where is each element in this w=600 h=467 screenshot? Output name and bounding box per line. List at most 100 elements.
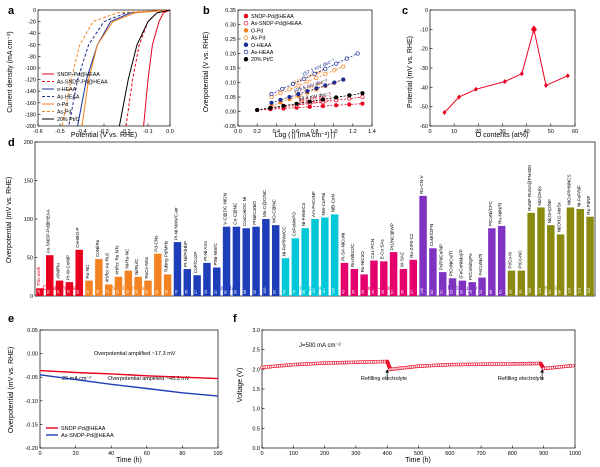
panel-c-ytick-label: -30 [420,66,428,72]
panel-d-bar-label: Pt/CoNiSyPe [468,253,473,280]
panel-d-bar-label: NiB-CoN [331,194,336,212]
panel-a-xlabel: Potential (V vs. RHE) [71,132,137,139]
panel-c-xtick-label: 60 [572,129,578,135]
panel-d-bar-label: CeHBO-P [75,227,80,247]
panel-d-bar-value: 33 [509,290,513,294]
panel-b-data-point [332,68,337,73]
panel-f-xtick-label: 800 [508,451,517,457]
panel-d-bar-value: 10 [37,290,41,294]
panel-b-data-point [320,104,325,109]
panel-b-data-point [323,72,328,77]
panel-a-xtick-label: -0.3 [99,129,108,135]
panel-d-group-label: Hybrid [541,285,560,292]
panel-d-bar-label: Pt/Co-N [507,252,512,268]
panel-d-group-label: Metallurgy [447,285,478,292]
panel-d-bar [213,267,221,296]
panel-d-bar-value: 100 [263,288,267,294]
plots-layer: -0.6 -0.5 -0.4 -0.3 -0.2 -0.1 0.00-20-40-60-80… [24,8,596,457]
panel-e-annotation-1: Overpotential amplified ~17.3 mV [94,351,176,357]
panel-d-bar-label: RuNP-RuSA@FN-800 [527,165,532,211]
panel-e-xtick-label: 40 [108,451,114,457]
panel-d-bar-value: 108 [528,288,532,294]
panel-d-bar-value: 103 [587,288,591,294]
panel-b-data-point [355,51,360,56]
panel-b-xtick-label: 0.0 [234,129,242,135]
panel-d-bar-label: Am-FeCoNF [311,191,316,217]
panel-d-bar [222,226,231,296]
panel-d-bar-value: 35 [400,290,404,294]
panel-d-bar [134,276,142,296]
panel-d-bar [154,253,162,296]
panel-b-data-point [268,105,273,110]
panel-c-frame [429,9,576,127]
panel-d-bar [252,226,260,296]
panel-d-bar-label: (FeCoNiMo)/P [458,249,463,278]
panel-d-bar-label: NiCoP/HNNCS [566,174,571,205]
panel-d-bar-label: Mo-C@C/NC [262,189,267,217]
panel-d-bar-value: 43 [204,290,208,294]
panel-d-bar-label: 4H/fcc Ru NTs [114,245,119,275]
panel-d-bar-value: 18 [469,290,473,294]
panel-d-bar-value: 70 [175,290,179,294]
panel-d-bar [497,225,506,296]
panel-c-xtick-label: 40 [524,129,530,135]
panel-d-bar-label: AlNi/Ru [56,263,61,279]
panel-d-bar [193,275,201,296]
panel-d-bar-label: Ru-NbS2/C [350,243,355,267]
panel-b-data-point [269,92,274,97]
panel-b-data-point [323,66,328,71]
panel-d-bar-value: 53 [47,290,51,294]
panel-a-xtick-label: 0.0 [166,129,174,135]
panel-d-bar [203,262,211,296]
panel-d-bar-value: 25 [116,290,120,294]
panel-b-data-point [334,95,339,100]
panel-d-bar-label: Pt-Ni NWs/C-air [174,207,179,240]
panel-d-bar-value: 106 [332,288,336,294]
panel-e-ylabel: Overpotential (mV vs. RHE) [8,347,15,433]
panel-c-series-line [444,29,569,113]
panel-a-legend-label: As-Pd [57,110,71,116]
panel-d-bar-value: 45 [381,290,385,294]
panel-a-series-line [61,9,171,127]
panel-b-legend-label: O-HEAA [251,43,272,49]
panel-a-ytick-label: -180 [25,112,36,118]
panel-d-bar-label: PtNi-NW/C [213,242,218,265]
panel-d-bar-value: 46 [371,290,375,294]
panel-d-bar-label: Ru-PdNF [586,195,591,214]
panel-d-bar-label: Pt-W-CoNiP [65,255,70,280]
panel-c-ytick-label: -50 [420,105,428,111]
panel-d-ytick-label: 200 [24,140,33,146]
panel-b-slope-label: 53.3 mV dec⁻¹ [298,91,331,102]
panel-e-legend-label: SNDP-Pd@HEAA [61,426,106,432]
panel-d-bar [576,208,584,296]
panel-b-xtick-label: 0.6 [292,129,300,135]
panel-d-bar [163,274,172,296]
panel-d-bar-label: Pt-SA-NiCoNi [340,233,345,261]
panel-b-data-point [341,64,346,69]
panel-f-xtick-label: 100 [289,451,298,457]
panel-d-bar-label: Ni-Ru-NC [124,248,129,269]
panel-e-xtick-label: 60 [144,451,150,457]
panel-d-bar-label: Ru-NC [85,264,90,279]
panel-b-data-point [305,89,310,94]
panel-d-bar-value: 18 [66,290,70,294]
panel-d-bar-value: 57 [391,290,395,294]
panel-a-ytick-label: -140 [25,89,36,95]
panel-b-data-point [314,75,319,81]
panel-d-bar-value: 88 [489,290,493,294]
panel-d-bar-label: Pt1/NC@WP [390,223,395,250]
panel-d-ytick-label: 100 [24,217,33,223]
panel-c-ytick-label: -60 [420,124,428,130]
panel-f-annotation-refill-2: Refilling electrolyte [498,376,544,382]
panel-b-data-point [296,92,301,97]
panel-a-ytick-label: -160 [25,101,36,107]
panel-b-data-point [347,93,352,98]
panel-f-xtick-label: 700 [477,451,486,457]
panel-d-bar [370,260,378,296]
panel-d-bar [389,252,398,296]
panel-d-bar [340,262,349,296]
panel-d-bar [271,225,280,296]
panel-d-bar-value: 92 [548,290,552,294]
panel-d-bar-value: 48 [96,290,100,294]
